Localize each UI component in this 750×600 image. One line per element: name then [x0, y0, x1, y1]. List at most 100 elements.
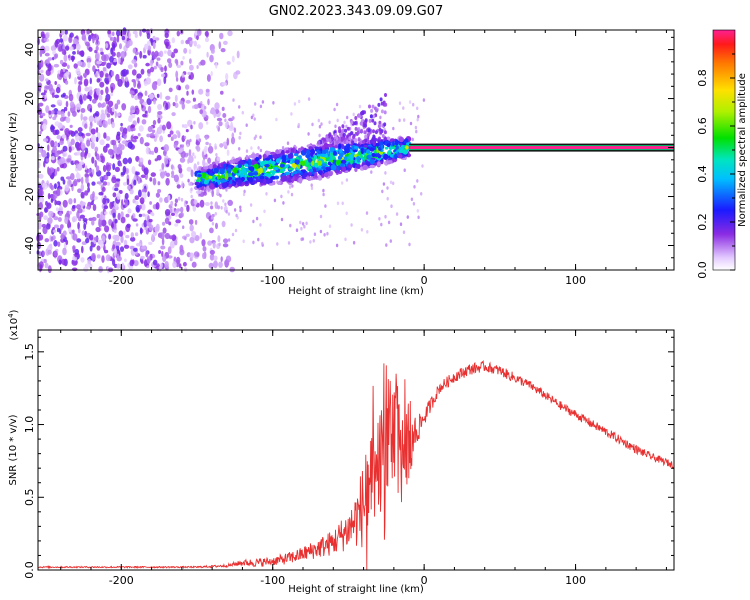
noise-point	[75, 133, 80, 141]
noise-point	[116, 253, 120, 260]
noise-point	[112, 163, 116, 171]
noise-point	[323, 233, 326, 237]
noise-point	[322, 188, 325, 193]
noise-point	[71, 267, 78, 272]
noise-point	[45, 32, 50, 39]
noise-point	[111, 222, 114, 229]
noise-point	[390, 204, 393, 208]
noise-point	[68, 227, 72, 233]
trace-point	[208, 163, 214, 170]
noise-point	[155, 223, 160, 232]
noise-point	[420, 192, 423, 196]
trace-point	[247, 172, 254, 177]
noise-point	[65, 116, 71, 124]
noise-point	[386, 186, 389, 190]
noise-point	[222, 243, 229, 248]
noise-point	[157, 181, 161, 186]
noise-point	[78, 228, 81, 234]
noise-point	[75, 43, 81, 51]
trace-point	[282, 175, 288, 182]
noise-point	[164, 32, 169, 39]
plume-point	[351, 140, 355, 145]
noise-point	[94, 73, 98, 78]
noise-point	[318, 124, 322, 129]
x-tick-label: -200	[109, 274, 134, 287]
plume-point	[367, 131, 371, 136]
noise-point	[208, 262, 214, 269]
noise-point	[38, 189, 44, 197]
noise-point	[59, 140, 64, 146]
noise-point	[53, 183, 57, 190]
noise-point	[128, 116, 133, 123]
noise-point	[50, 125, 56, 131]
noise-point	[204, 31, 209, 37]
noise-point	[127, 39, 133, 47]
y-tick-label: -40	[23, 237, 36, 255]
noise-point	[174, 202, 177, 207]
trace-point	[322, 145, 325, 151]
noise-point	[131, 109, 135, 114]
noise-point	[113, 263, 118, 268]
noise-point	[412, 202, 416, 206]
noise-point	[214, 145, 217, 150]
noise-point	[95, 127, 99, 133]
noise-point	[204, 145, 208, 153]
noise-point	[85, 132, 91, 137]
noise-point	[44, 45, 50, 52]
noise-point	[193, 155, 197, 159]
noise-point	[86, 206, 90, 210]
plume-point	[380, 109, 384, 114]
noise-point	[78, 131, 83, 137]
noise-point	[346, 115, 349, 120]
noise-point	[135, 171, 140, 176]
noise-point	[211, 221, 215, 226]
noise-point	[281, 146, 285, 150]
noise-point	[56, 110, 63, 115]
noise-point	[227, 238, 231, 242]
plume-point	[378, 120, 382, 125]
noise-point	[84, 173, 89, 178]
noise-point	[250, 115, 254, 120]
noise-point	[319, 214, 323, 219]
noise-point	[116, 34, 120, 43]
noise-point	[72, 205, 76, 209]
noise-point	[183, 124, 188, 129]
noise-point	[259, 148, 263, 153]
noise-point	[55, 38, 61, 45]
noise-point	[336, 201, 340, 206]
plume-point	[368, 118, 372, 123]
noise-point	[119, 246, 125, 252]
noise-point	[82, 93, 87, 101]
noise-point	[89, 88, 93, 96]
noise-point	[61, 49, 66, 55]
noise-point	[169, 130, 174, 135]
x-tick-label: 100	[565, 274, 586, 287]
noise-point	[148, 218, 153, 223]
noise-point	[289, 185, 292, 189]
trace-point	[284, 164, 289, 169]
noise-point	[182, 261, 187, 267]
noise-point	[131, 59, 137, 64]
noise-point	[105, 143, 110, 148]
trace-point	[216, 174, 221, 180]
noise-point	[135, 155, 140, 162]
noise-point	[100, 51, 104, 55]
noise-point	[120, 122, 123, 127]
noise-point	[146, 32, 151, 39]
noise-point	[202, 252, 206, 260]
noise-point	[144, 110, 148, 114]
noise-point	[334, 124, 337, 129]
noise-point	[216, 117, 223, 122]
noise-point	[201, 239, 206, 247]
trace-point	[213, 167, 219, 174]
trace-point	[275, 149, 280, 155]
noise-point	[227, 124, 230, 129]
noise-point	[312, 239, 315, 243]
noise-point	[197, 28, 202, 37]
trace-point	[277, 181, 281, 185]
trace-point	[209, 172, 214, 176]
noise-point	[158, 250, 162, 254]
noise-point	[174, 210, 179, 214]
noise-point	[79, 94, 83, 103]
trace-point	[383, 153, 389, 160]
